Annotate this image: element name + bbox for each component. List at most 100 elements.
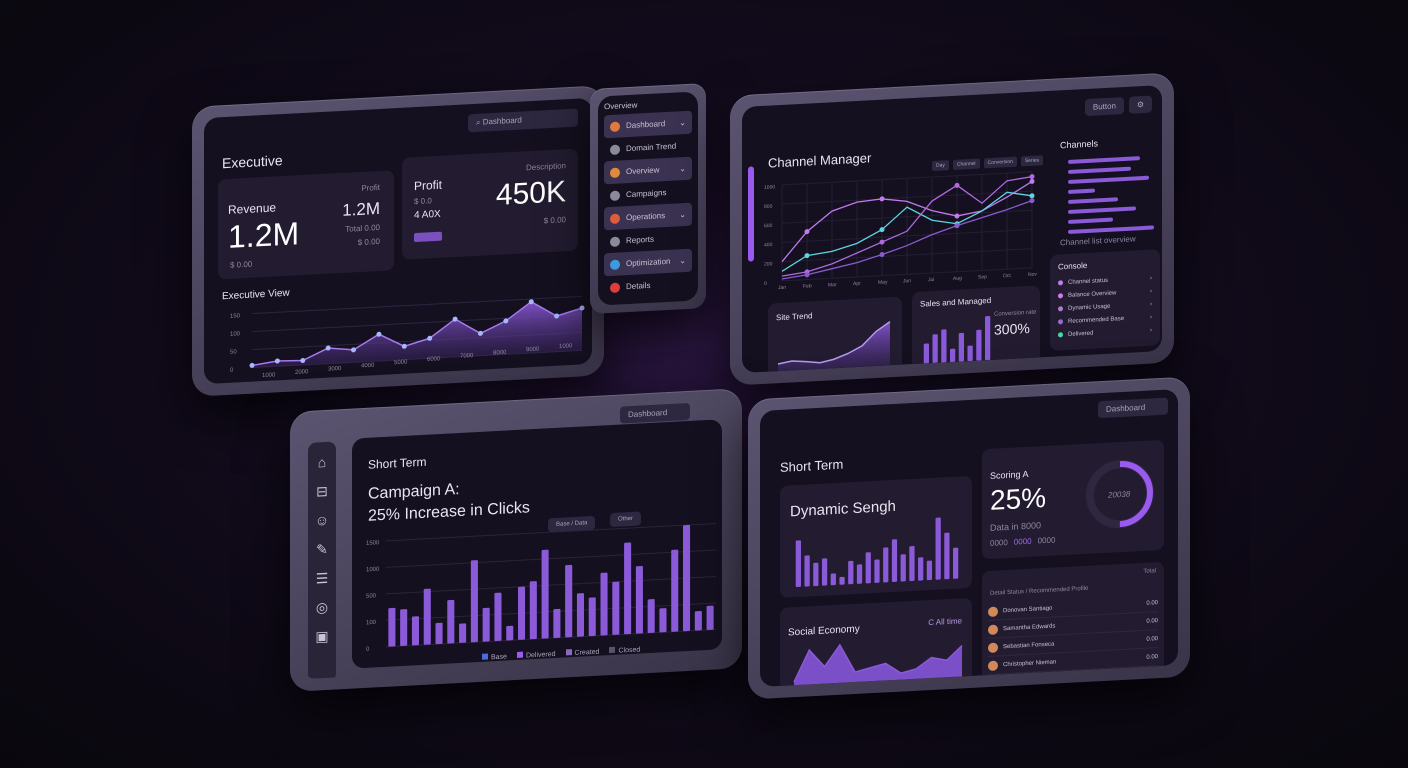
campaign-panel: ⌂ ⊟ ☺ ✎ ☰ ◎ ▣ Short Term Campaign A: 25%…	[290, 388, 742, 692]
section-title: Short Term	[780, 456, 844, 475]
settings-button[interactable]: ⚙	[1128, 95, 1152, 114]
chevron-right-icon: ›	[1150, 314, 1152, 321]
support-icon[interactable]: ◎	[315, 598, 329, 616]
click-bar	[518, 586, 526, 640]
sales-bar	[950, 348, 956, 363]
document-icon[interactable]: ☰	[315, 569, 329, 587]
data-point	[477, 330, 483, 336]
search-box[interactable]: ⌕ Dashboard	[468, 108, 578, 133]
headline: 25% Increase in Clicks	[368, 499, 530, 525]
row-value: 0.00	[1146, 617, 1158, 625]
home-icon[interactable]: ⌂	[317, 453, 327, 471]
data-point	[1029, 178, 1035, 184]
site-trend-fill	[778, 321, 890, 374]
item-label: Domain Trend	[626, 141, 677, 154]
revenue-line	[251, 300, 583, 367]
click-bar	[576, 593, 585, 637]
click-bar	[388, 607, 396, 647]
x-tick: 3000	[328, 366, 342, 373]
data-point	[1029, 193, 1035, 199]
channel-bar	[1068, 166, 1131, 174]
nav-list-item[interactable]: Details	[604, 272, 692, 300]
data-point	[804, 272, 810, 278]
row-name: Christopher Nieman	[1003, 658, 1057, 668]
legend-item[interactable]: Closed	[609, 645, 640, 655]
sales-bar	[976, 329, 982, 361]
legend-item[interactable]: Channel	[952, 158, 980, 170]
executive-panel: ⌕ Dashboard Executive Revenue 1.2M $ 0.0…	[192, 85, 604, 397]
profit-value: 450K	[495, 175, 566, 212]
y-tick: 1500	[366, 540, 380, 547]
revenue-value: 1.2M	[228, 215, 300, 255]
legend-item[interactable]: Delivered	[516, 650, 556, 660]
detail-table: Total Detail Status / Recommended Profil…	[982, 561, 1164, 684]
site-trend-card: Site Trend	[768, 296, 902, 374]
click-bar	[423, 588, 431, 645]
filter-chip[interactable]: Other	[610, 511, 642, 528]
chevron-right-icon: ›	[1150, 288, 1152, 295]
x-tick: 2000	[295, 369, 309, 376]
channel-bar	[1068, 197, 1118, 204]
click-bar	[435, 622, 443, 645]
console-label: Channel status	[1068, 277, 1109, 286]
click-bar	[588, 597, 596, 637]
data-point	[554, 313, 560, 319]
search-box[interactable]: Dashboard	[1098, 397, 1168, 419]
dynamic-bar	[926, 560, 933, 581]
click-bar	[459, 623, 467, 643]
item-icon	[610, 166, 620, 178]
sales-bar-chart	[923, 316, 991, 364]
x-tick: Nov	[1028, 272, 1037, 278]
console-card: Console Channel status › Balance Overview ›…	[1050, 249, 1160, 351]
data-point	[804, 253, 810, 259]
status-dot	[1058, 332, 1063, 338]
sales-bar	[985, 316, 991, 361]
y-tick: 500	[366, 593, 377, 600]
click-bar	[635, 565, 643, 634]
legend-item[interactable]: Day	[932, 160, 949, 172]
dynamic-bar	[900, 554, 906, 582]
dynamic-bar	[856, 564, 863, 584]
chart-legend: Day Channel Conversion Series	[932, 155, 1044, 172]
click-bar	[612, 581, 620, 635]
data-point	[579, 305, 585, 311]
item-label: Overview	[626, 165, 660, 177]
x-tick: Apr	[853, 281, 861, 287]
item-icon	[610, 235, 620, 247]
search-icon: ⌕	[476, 117, 483, 127]
legend-item[interactable]: Base	[482, 652, 507, 661]
chevron-right-icon: ›	[1150, 275, 1152, 282]
y-tick: 400	[764, 242, 773, 248]
x-tick: Mar	[828, 282, 837, 288]
users-icon[interactable]: ☺	[314, 511, 330, 529]
item-icon	[610, 120, 620, 132]
row-name: Samantha Edwards	[1003, 622, 1056, 632]
sales-bar	[941, 329, 947, 363]
social-line	[793, 643, 963, 683]
chart-legend: Base Delivered Created Closed	[482, 645, 640, 661]
briefcase-icon[interactable]: ⊟	[316, 482, 328, 500]
legend-item[interactable]: Conversion	[983, 156, 1017, 169]
conversion-value: 300%	[994, 319, 1030, 338]
top-button[interactable]: Button	[1084, 96, 1124, 117]
chevron-down-icon: ⌄	[679, 118, 686, 128]
avatar	[988, 605, 998, 617]
channel-line-chart: 1000 800 600 400 200 0 Jan Feb Mar Apr May Jun Jul Au…	[764, 171, 1037, 291]
item-label: Details	[626, 280, 651, 292]
y-tick: 100	[366, 620, 377, 627]
dynamic-bar	[821, 558, 828, 586]
edit-icon[interactable]: ✎	[316, 540, 328, 558]
profit-card: Profit $ 0.0 4 A0X Description 450K $ 0.…	[402, 148, 578, 260]
click-bar	[470, 560, 478, 643]
y-tick: 1000	[764, 184, 775, 191]
grid-line	[386, 576, 716, 595]
camera-icon[interactable]: ▣	[315, 627, 329, 645]
y-tick: 600	[764, 223, 773, 229]
legend-item[interactable]: Series	[1020, 155, 1044, 167]
click-bar	[659, 608, 667, 633]
x-tick: Feb	[803, 283, 812, 289]
legend-item[interactable]: Created	[565, 648, 599, 658]
y-tick: 0	[764, 281, 767, 287]
avatar	[988, 623, 998, 635]
console-label: Delivered	[1068, 330, 1094, 338]
